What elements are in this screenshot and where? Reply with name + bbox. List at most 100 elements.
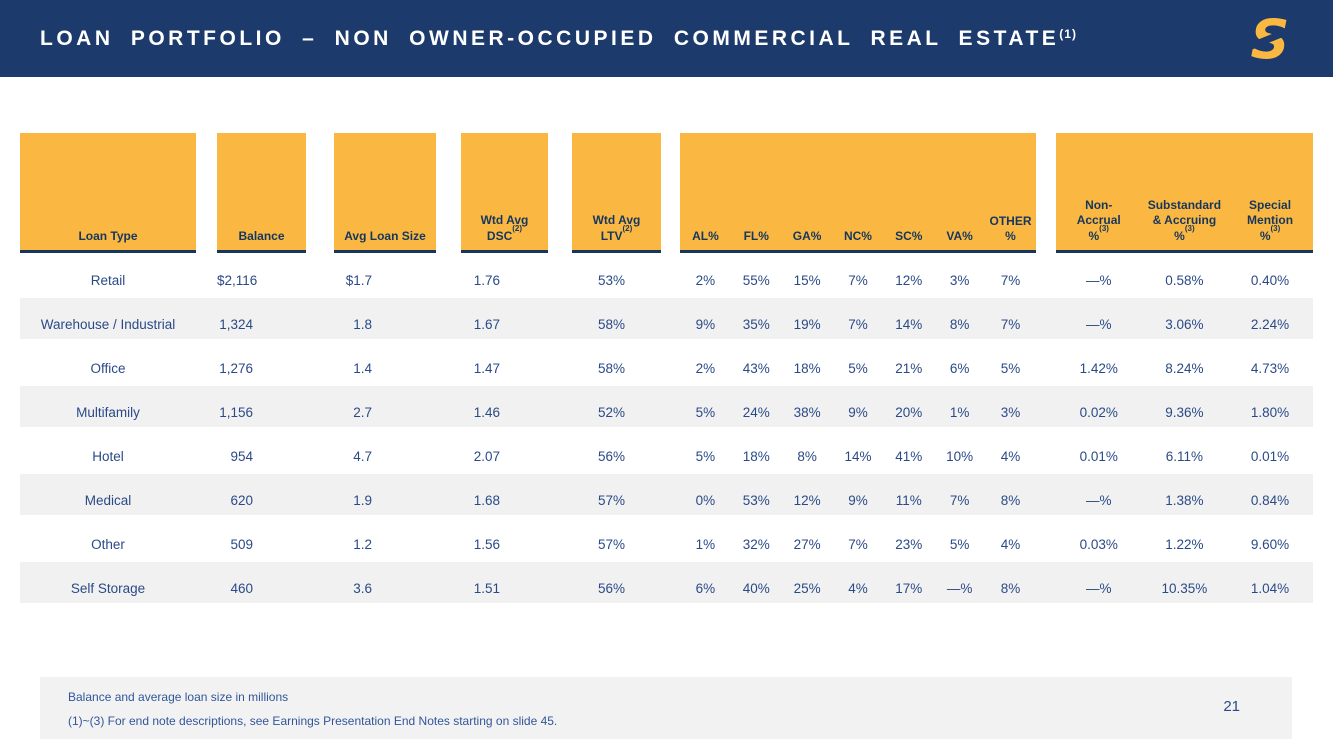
table-row: Warehouse / Industrial 1,324 1.8 1.67 58… bbox=[20, 298, 1313, 339]
cell-sc-pct: 21% bbox=[895, 361, 923, 376]
cell-substandard-accruing-pct: 1.22% bbox=[1165, 537, 1204, 552]
cell-nc-pct: 14% bbox=[844, 449, 872, 464]
cell-nc-pct: 7% bbox=[848, 273, 868, 288]
cell-sc-pct: 17% bbox=[895, 581, 923, 596]
cell-special-mention-pct: 0.40% bbox=[1250, 273, 1290, 288]
cell-wtd-avg-ltv: 56% bbox=[597, 449, 625, 464]
cell-non-accrual-pct: —% bbox=[1085, 273, 1112, 288]
cell-ga-pct: 15% bbox=[793, 273, 821, 288]
col-header-label: Avg Loan Size bbox=[344, 229, 426, 243]
cell-special-mention-pct: 0.84% bbox=[1250, 493, 1290, 508]
cell-va-pct: 1% bbox=[949, 405, 970, 420]
cell-wtd-avg-dsc: 1.68 bbox=[473, 493, 500, 508]
table-row: Retail $2,116 $1.7 1.76 53% 2% 55% 15% 7… bbox=[20, 254, 1313, 295]
col-header-balance: Balance bbox=[217, 133, 306, 253]
cell-special-mention-pct: 4.73% bbox=[1250, 361, 1290, 376]
col-header-fl: FL% bbox=[743, 229, 769, 243]
cell-ga-pct: 12% bbox=[793, 493, 821, 508]
cell-loan-type: Office bbox=[90, 361, 126, 376]
cell-va-pct: —% bbox=[946, 581, 973, 596]
cell-substandard-accruing-pct: 3.06% bbox=[1165, 317, 1204, 332]
cell-al-pct: 6% bbox=[695, 581, 716, 596]
cell-other-pct: 4% bbox=[1000, 449, 1021, 464]
footnote-ref: (2) bbox=[512, 224, 523, 233]
cell-sc-pct: 14% bbox=[895, 317, 923, 332]
cell-wtd-avg-dsc: 2.07 bbox=[473, 449, 500, 464]
cell-loan-type: Other bbox=[91, 537, 125, 552]
cell-wtd-avg-ltv: 57% bbox=[597, 493, 625, 508]
cell-nc-pct: 9% bbox=[848, 405, 868, 420]
cell-sc-pct: 12% bbox=[895, 273, 923, 288]
cell-substandard-accruing-pct: 6.11% bbox=[1165, 449, 1204, 464]
cell-non-accrual-pct: —% bbox=[1085, 581, 1112, 596]
title-bar: LOAN PORTFOLIO – NON OWNER-OCCUPIED COMM… bbox=[0, 0, 1333, 77]
cell-balance: 1,276 bbox=[219, 361, 253, 376]
col-header-sc: SC% bbox=[895, 229, 923, 243]
cell-loan-type: Self Storage bbox=[70, 581, 146, 596]
cell-fl-pct: 55% bbox=[742, 273, 770, 288]
col-header-other: OTHER % bbox=[989, 214, 1032, 243]
cell-fl-pct: 35% bbox=[742, 317, 770, 332]
cell-special-mention-pct: 2.24% bbox=[1250, 317, 1290, 332]
page-number: 21 bbox=[1223, 698, 1240, 715]
cell-non-accrual-pct: 1.42% bbox=[1079, 361, 1118, 376]
cell-ga-pct: 25% bbox=[793, 581, 821, 596]
footnote-ref: (3) bbox=[1184, 224, 1195, 233]
bank-s-logo-icon: S bbox=[1251, 11, 1289, 67]
cell-other-pct: 4% bbox=[1000, 537, 1021, 552]
cell-sc-pct: 11% bbox=[895, 493, 922, 508]
col-header-loan-type: Loan Type bbox=[20, 133, 196, 253]
cell-loan-type: Hotel bbox=[92, 449, 124, 464]
cell-nc-pct: 9% bbox=[848, 493, 868, 508]
cell-fl-pct: 53% bbox=[742, 493, 770, 508]
col-header-substandard-accruing: Substandard & Accruing %(3) bbox=[1147, 198, 1222, 243]
footnote-line: (1)~(3) For end note descriptions, see E… bbox=[68, 714, 558, 728]
cell-balance: 620 bbox=[230, 493, 253, 508]
cell-al-pct: 1% bbox=[695, 537, 716, 552]
logo-diagonal-cut bbox=[1251, 24, 1289, 53]
cell-fl-pct: 32% bbox=[742, 537, 770, 552]
cell-fl-pct: 40% bbox=[742, 581, 770, 596]
cell-balance: 954 bbox=[230, 449, 253, 464]
cell-balance: 460 bbox=[230, 581, 253, 596]
col-header-avg-loan-size: Avg Loan Size bbox=[334, 133, 436, 253]
col-header-state-group: AL% FL% GA% NC% SC% VA% OTHER % bbox=[680, 133, 1036, 253]
table-header: Loan Type Balance Avg Loan Size Wtd Avg … bbox=[20, 133, 1313, 253]
cell-substandard-accruing-pct: 1.38% bbox=[1165, 493, 1204, 508]
cell-va-pct: 7% bbox=[949, 493, 970, 508]
cell-avg-loan-size: $1.7 bbox=[345, 273, 372, 288]
cell-wtd-avg-ltv: 57% bbox=[597, 537, 625, 552]
cell-special-mention-pct: 1.04% bbox=[1250, 581, 1290, 596]
footnote-ref: (3) bbox=[1099, 224, 1109, 233]
cell-nc-pct: 4% bbox=[848, 581, 868, 596]
cell-substandard-accruing-pct: 9.36% bbox=[1165, 405, 1204, 420]
cell-ga-pct: 8% bbox=[797, 449, 817, 464]
cell-special-mention-pct: 1.80% bbox=[1250, 405, 1290, 420]
cell-other-pct: 7% bbox=[1000, 273, 1021, 288]
cell-sc-pct: 41% bbox=[895, 449, 923, 464]
footnote-ref: (3) bbox=[1270, 224, 1281, 233]
col-header-al: AL% bbox=[692, 229, 719, 243]
cell-balance: 1,156 bbox=[219, 405, 253, 420]
cell-wtd-avg-dsc: 1.46 bbox=[473, 405, 500, 420]
cell-special-mention-pct: 0.01% bbox=[1250, 449, 1290, 464]
cell-avg-loan-size: 4.7 bbox=[353, 449, 372, 464]
cell-avg-loan-size: 2.7 bbox=[353, 405, 372, 420]
footnote-line: Balance and average loan size in million… bbox=[68, 690, 289, 704]
cell-wtd-avg-ltv: 56% bbox=[597, 581, 625, 596]
cell-avg-loan-size: 3.6 bbox=[353, 581, 372, 596]
cell-other-pct: 5% bbox=[1000, 361, 1021, 376]
col-header-va: VA% bbox=[946, 229, 973, 243]
cell-ga-pct: 18% bbox=[793, 361, 821, 376]
cell-other-pct: 3% bbox=[1000, 405, 1021, 420]
col-header-wtd-avg-ltv: Wtd Avg LTV(2) bbox=[572, 133, 661, 253]
cell-nc-pct: 7% bbox=[848, 537, 868, 552]
col-header-label: Wtd Avg DSC(2) bbox=[480, 213, 529, 243]
footnote-band: Balance and average loan size in million… bbox=[40, 677, 1292, 739]
cell-loan-type: Medical bbox=[84, 493, 132, 508]
cell-non-accrual-pct: 0.01% bbox=[1079, 449, 1118, 464]
cell-other-pct: 7% bbox=[1000, 317, 1021, 332]
cell-special-mention-pct: 9.60% bbox=[1250, 537, 1290, 552]
cell-avg-loan-size: 1.8 bbox=[353, 317, 372, 332]
cell-al-pct: 5% bbox=[695, 449, 716, 464]
